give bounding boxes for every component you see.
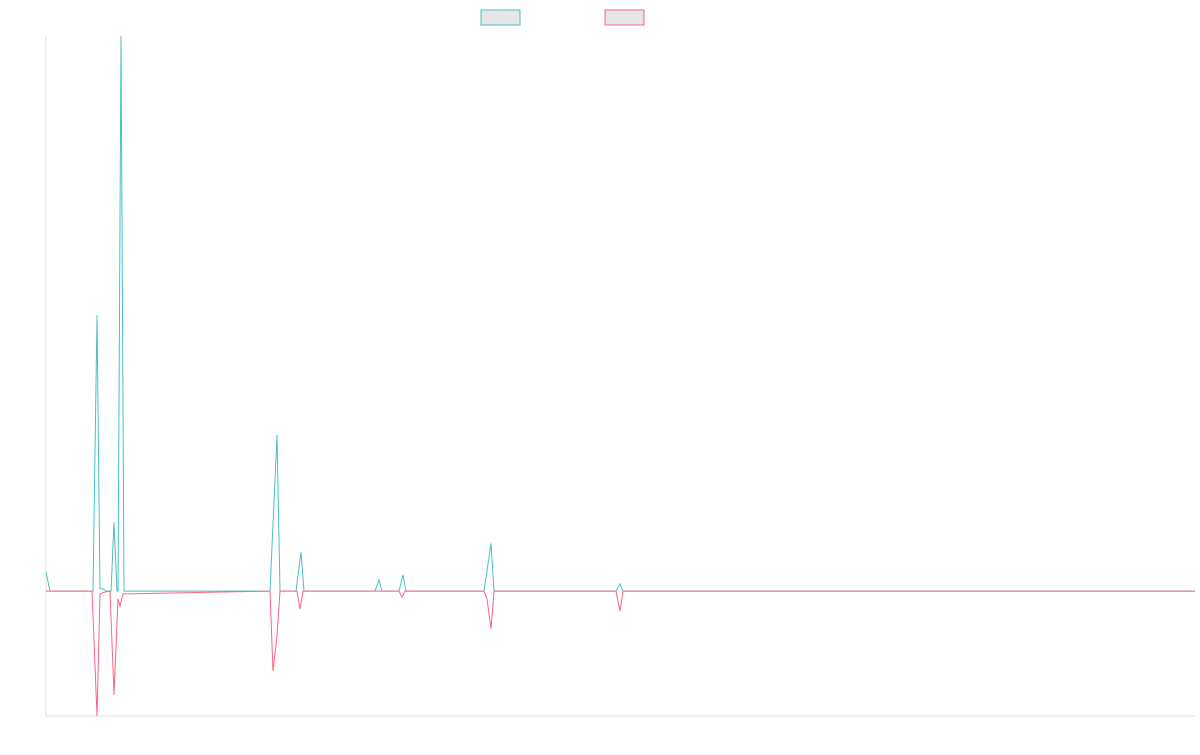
series-line [46, 590, 1195, 717]
series-line [45, 35, 1195, 592]
legend-box[interactable] [480, 9, 521, 26]
legend-box[interactable] [604, 9, 645, 26]
